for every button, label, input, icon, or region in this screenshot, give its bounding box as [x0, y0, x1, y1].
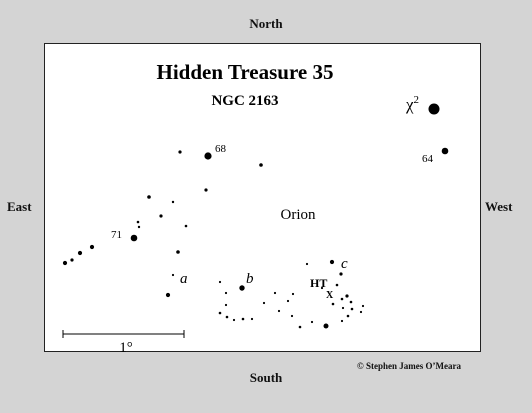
star-71 [130, 234, 138, 242]
star-chi2 [428, 103, 440, 115]
star-15 [89, 244, 95, 250]
star-31 [361, 304, 365, 308]
star-24 [305, 262, 309, 266]
star-50 [359, 310, 363, 314]
star-40 [232, 318, 236, 322]
star-chart-canvas: Hidden Treasure 35 NGC 2163 Orion χ2 64 … [62, 60, 449, 353]
scale-bar [62, 330, 185, 338]
star-32 [341, 306, 345, 310]
star-36 [224, 291, 228, 295]
scale-bar-label: 1° [119, 340, 133, 353]
star-10 [159, 214, 163, 218]
star-field [62, 103, 449, 329]
star-47 [323, 323, 329, 329]
star-label-68: 68 [215, 143, 227, 155]
star-17 [62, 260, 68, 266]
star-41 [241, 317, 245, 321]
star-11 [136, 220, 140, 224]
direction-east: East [7, 199, 32, 214]
cluster-x-marker: X [326, 290, 334, 301]
direction-west: West [485, 199, 513, 214]
chart-subtitle: NGC 2163 [211, 93, 278, 109]
star-21 [239, 285, 245, 291]
hidden-treasure-marker: HT [310, 276, 327, 290]
star-16 [77, 250, 83, 256]
star-chart: Hidden Treasure 35 NGC 2163 Orion χ2 64 … [44, 43, 481, 353]
star-44 [290, 314, 294, 318]
star-34 [286, 299, 290, 303]
star-26 [320, 286, 324, 290]
star-37 [224, 303, 228, 307]
direction-south: South [249, 370, 283, 385]
star-30 [331, 302, 335, 306]
star-8 [147, 195, 151, 199]
star-19 [171, 273, 175, 277]
star-label-chi2-letter: χ [405, 95, 414, 114]
star-53 [273, 291, 277, 295]
star-18 [70, 258, 74, 262]
star-68 [204, 152, 212, 160]
star-28 [340, 297, 344, 301]
star-46 [310, 320, 314, 324]
star-42 [250, 317, 254, 321]
chart-title: Hidden Treasure 35 [157, 60, 334, 84]
star-6 [259, 163, 263, 167]
star-label-chi2: χ2 [405, 94, 419, 114]
star-27 [345, 294, 349, 298]
star-13 [184, 224, 188, 228]
star-38 [218, 311, 222, 315]
star-7 [204, 188, 208, 192]
star-39 [225, 315, 229, 319]
star-14 [176, 250, 180, 254]
star-label-a: a [180, 271, 188, 287]
star-52 [262, 301, 266, 305]
star-9 [171, 200, 175, 204]
star-label-71: 71 [111, 229, 122, 241]
star-label-64: 64 [422, 153, 434, 165]
star-48 [350, 307, 354, 311]
star-12 [137, 225, 141, 229]
star-45 [298, 325, 302, 329]
star-49 [346, 314, 350, 318]
star-23 [339, 272, 343, 276]
constellation-label: Orion [281, 207, 316, 223]
star-22 [329, 259, 335, 265]
star-35 [218, 280, 222, 284]
star-29 [349, 300, 353, 304]
star-25 [335, 283, 339, 287]
credit-text: © Stephen James O’Meara [357, 361, 461, 371]
star-33 [291, 292, 295, 296]
star-label-b: b [246, 271, 254, 287]
star-20 [165, 292, 171, 298]
star-label-c: c [341, 256, 348, 272]
star-label-chi2-sup: 2 [414, 94, 420, 106]
star-43 [277, 309, 281, 313]
direction-north: North [249, 16, 283, 31]
star-5 [178, 150, 182, 154]
star-51 [340, 319, 344, 323]
star-64 [441, 147, 449, 155]
